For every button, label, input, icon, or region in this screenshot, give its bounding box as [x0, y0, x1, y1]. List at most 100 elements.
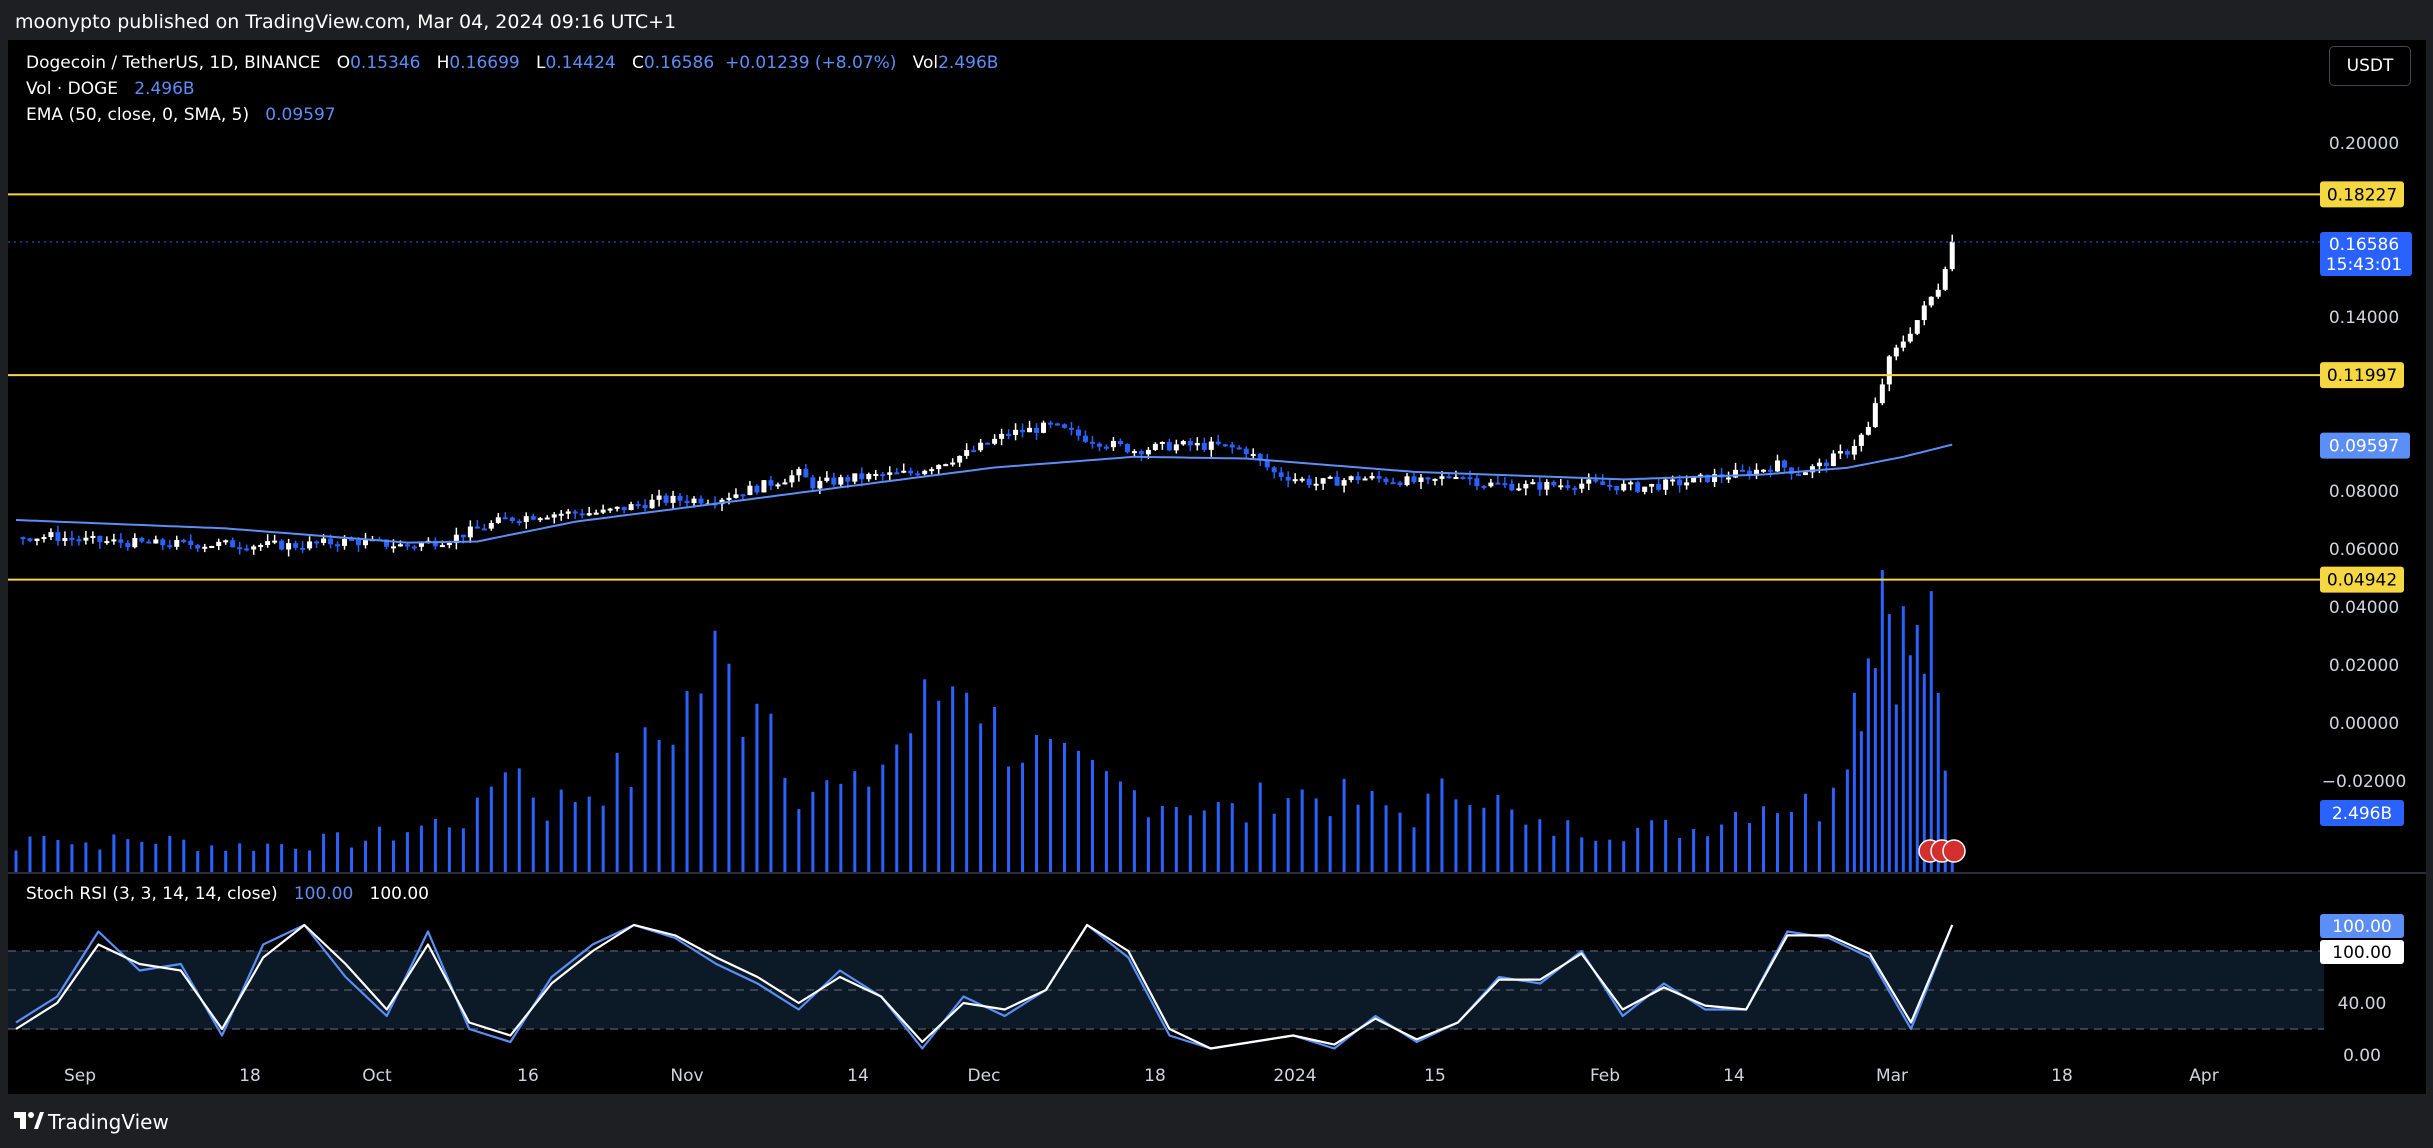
candle-body [1250, 453, 1256, 456]
candle-body [1558, 485, 1564, 488]
candle-body [600, 509, 606, 513]
footer-bar [0, 1094, 2433, 1148]
candle-body [1404, 476, 1410, 486]
volume-bar [280, 844, 284, 872]
candle-body [390, 546, 396, 549]
candle-body [453, 534, 459, 544]
candle-body [523, 516, 529, 522]
candle-body [272, 540, 278, 543]
candle-body [1691, 476, 1697, 483]
candle-body [97, 535, 103, 542]
stoch-y-tick-label: 40.00 [2338, 994, 2387, 1014]
candle-body [1048, 422, 1054, 425]
candle-body [873, 474, 879, 477]
candle-body [195, 545, 201, 549]
volume-bar [1426, 793, 1430, 872]
currency-button[interactable]: USDT [2329, 46, 2411, 86]
candle-body [1858, 434, 1864, 446]
volume-bar [1817, 821, 1821, 872]
candle-body [230, 540, 236, 548]
candle-body [1257, 453, 1263, 460]
stoch-d-tag-label: 100.00 [2332, 943, 2391, 963]
ohlc-legend: Dogecoin / TetherUS, 1D, BINANCE O0.1534… [26, 53, 998, 73]
volume-bar [923, 679, 927, 872]
ema-value: 0.09597 [265, 105, 336, 125]
candle-body [894, 472, 900, 475]
volume-bar [1468, 805, 1472, 872]
candle-body [1705, 474, 1711, 482]
volume-bar [238, 843, 242, 872]
ema-price-label: 0.09597 [2329, 437, 2399, 457]
x-tick-label: 18 [2051, 1066, 2073, 1086]
chart-area[interactable]: 0.18227 0.11997 0.04942 0.16586 15:43:01 0.09… [8, 40, 2426, 1094]
candle-body [1942, 269, 1948, 290]
volume-legend: Vol · DOGE 2.496B [26, 79, 195, 99]
volume-bar [447, 827, 451, 872]
volume-bar [419, 825, 423, 872]
volume-bar [951, 686, 955, 872]
volume-bar [1664, 819, 1668, 872]
candle-body [1565, 485, 1571, 488]
volume-bar [266, 843, 270, 872]
candle-body [1460, 477, 1466, 480]
candle-body [1222, 444, 1228, 447]
candle-body [1865, 427, 1871, 435]
stoch-title[interactable]: Stoch RSI (3, 3, 14, 14, close) [26, 884, 278, 904]
y-tick-label: 0.04000 [2329, 598, 2399, 618]
candle-body [1355, 476, 1361, 481]
level-price-tag [2320, 362, 2404, 389]
candle-body [1131, 451, 1137, 454]
high-value: 0.16699 [449, 53, 520, 73]
volume-bar [1188, 815, 1192, 872]
volume-bar [867, 786, 871, 872]
volume-bar [336, 832, 340, 872]
candle-body [460, 534, 466, 538]
candle-body [1034, 427, 1040, 433]
vol-value: 2.496B [938, 53, 999, 73]
symbol-name[interactable]: Dogecoin / TetherUS, 1D, BINANCE [26, 53, 321, 73]
candle-body [642, 504, 648, 509]
candle-body [1096, 443, 1102, 447]
x-tick-label: 14 [1723, 1066, 1745, 1086]
volume-bar [881, 764, 885, 872]
volume-bar [1118, 781, 1122, 872]
volume-bar [1454, 799, 1458, 872]
volume-bar [1608, 839, 1612, 872]
volume-title[interactable]: Vol · DOGE [26, 79, 119, 99]
candle-body [258, 545, 264, 548]
volume-bar [1692, 828, 1696, 872]
volume-bar [1775, 813, 1779, 872]
candle-body [244, 548, 250, 551]
level-price-label: 0.04942 [2327, 571, 2397, 591]
candle-body [1201, 442, 1207, 450]
candle-countdown-label: 15:43:01 [2326, 255, 2402, 275]
candle-body [41, 537, 47, 540]
candle-body [1502, 483, 1508, 486]
candle-body [363, 539, 368, 546]
volume-bar [615, 752, 619, 872]
candle-body [1299, 478, 1305, 481]
candle-body [796, 469, 802, 476]
candle-body [1579, 483, 1585, 489]
candle-body [1020, 429, 1026, 433]
candle-body [866, 474, 872, 480]
candle-body [1152, 443, 1158, 450]
candle-body [1628, 482, 1634, 485]
level-price-label: 0.11997 [2327, 366, 2397, 386]
candle-body [698, 498, 704, 504]
ema-title[interactable]: EMA (50, close, 0, SMA, 5) [26, 105, 250, 125]
volume-bar [210, 845, 214, 872]
candle-body [845, 477, 851, 482]
tradingview-brand[interactable]: TradingView [48, 1110, 169, 1134]
candle-body [293, 543, 299, 548]
x-tick-label: Nov [670, 1066, 703, 1086]
candle-body [922, 470, 928, 475]
candle-body [572, 511, 578, 514]
chart-canvas[interactable]: 0.182270.119970.049420.1658615:43:010.09… [8, 40, 2426, 1094]
close-value: 0.16586 [643, 53, 715, 73]
candle-body [432, 540, 438, 547]
candle-body [1124, 444, 1130, 453]
event-flag-icon[interactable] [1942, 839, 1966, 863]
candle-body [328, 538, 334, 545]
candle-body [1635, 482, 1641, 492]
